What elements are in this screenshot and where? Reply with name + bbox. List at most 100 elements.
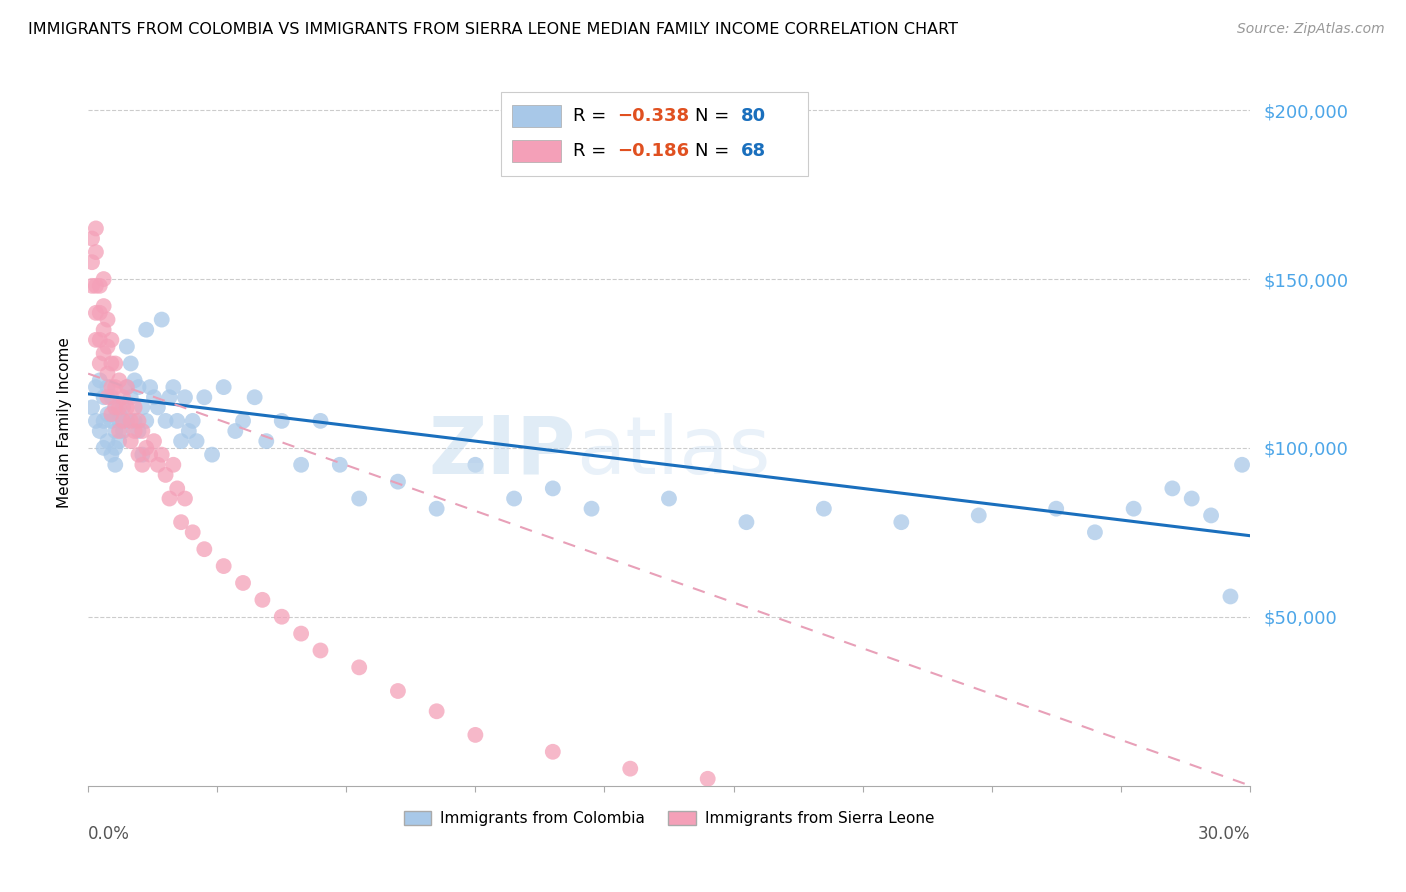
Point [270, 609, 292, 624]
Text: 30.0%: 30.0% [1198, 825, 1250, 844]
Point [1045, 501, 1067, 516]
Point [111, 401, 134, 415]
Point [96, 340, 118, 354]
Point [146, 401, 169, 415]
Text: 80: 80 [741, 107, 766, 125]
Point [1181, 491, 1204, 506]
Point [124, 373, 146, 387]
Point [84, 278, 107, 293]
FancyBboxPatch shape [512, 105, 561, 128]
Point [181, 414, 204, 428]
Point [135, 323, 157, 337]
Point [115, 414, 138, 428]
Point [503, 491, 526, 506]
Text: N =: N = [695, 107, 734, 125]
Legend: Immigrants from Colombia, Immigrants from Sierra Leone: Immigrants from Colombia, Immigrants fro… [398, 805, 941, 832]
Point [100, 414, 122, 428]
Point [329, 458, 352, 472]
Point [1084, 525, 1107, 540]
Point [174, 390, 197, 404]
Point [254, 434, 277, 449]
Text: R =: R = [572, 107, 612, 125]
Point [100, 333, 122, 347]
Point [541, 482, 564, 496]
Point [120, 434, 142, 449]
FancyBboxPatch shape [512, 140, 561, 162]
Point [131, 448, 153, 462]
Point [813, 501, 835, 516]
Point [270, 414, 292, 428]
Point [120, 414, 142, 428]
Point [967, 508, 990, 523]
Point [104, 356, 127, 370]
Point [111, 414, 134, 428]
Point [139, 448, 162, 462]
Point [100, 390, 122, 404]
Point [146, 458, 169, 472]
Point [170, 515, 193, 529]
Point [170, 434, 193, 449]
Point [111, 390, 134, 404]
Point [84, 221, 107, 235]
Point [104, 458, 127, 472]
Point [100, 448, 122, 462]
Point [135, 414, 157, 428]
Point [1161, 482, 1184, 496]
Point [150, 312, 173, 326]
Text: N =: N = [695, 142, 734, 160]
Point [93, 272, 115, 286]
Point [581, 501, 603, 516]
Text: Source: ZipAtlas.com: Source: ZipAtlas.com [1237, 22, 1385, 37]
Point [89, 333, 111, 347]
Point [232, 576, 254, 591]
Point [232, 414, 254, 428]
Point [89, 356, 111, 370]
Point [80, 231, 103, 245]
Point [224, 424, 246, 438]
Point [290, 626, 312, 640]
Point [96, 390, 118, 404]
Point [89, 306, 111, 320]
Point [541, 745, 564, 759]
Point [108, 424, 131, 438]
Point [115, 401, 138, 415]
Point [890, 515, 912, 529]
Point [96, 407, 118, 421]
Point [124, 424, 146, 438]
Point [96, 312, 118, 326]
Point [387, 684, 409, 698]
Point [89, 278, 111, 293]
Text: 68: 68 [741, 142, 766, 160]
Point [1230, 458, 1253, 472]
Point [131, 424, 153, 438]
Point [696, 772, 718, 786]
Point [193, 390, 215, 404]
Point [127, 414, 149, 428]
Point [96, 380, 118, 394]
FancyBboxPatch shape [501, 92, 808, 176]
Point [135, 441, 157, 455]
Point [1219, 590, 1241, 604]
Point [387, 475, 409, 489]
Point [166, 482, 188, 496]
Point [124, 414, 146, 428]
Point [131, 458, 153, 472]
Point [166, 414, 188, 428]
Point [619, 762, 641, 776]
Point [464, 728, 486, 742]
Point [84, 414, 107, 428]
Point [84, 306, 107, 320]
Point [93, 414, 115, 428]
Point [150, 448, 173, 462]
Text: −0.338: −0.338 [617, 107, 689, 125]
Point [162, 458, 184, 472]
Point [100, 407, 122, 421]
Point [127, 424, 149, 438]
Point [104, 401, 127, 415]
Text: ZIP: ZIP [429, 413, 576, 491]
Point [124, 401, 146, 415]
Point [104, 380, 127, 394]
Point [80, 255, 103, 269]
Point [96, 367, 118, 381]
Point [108, 434, 131, 449]
